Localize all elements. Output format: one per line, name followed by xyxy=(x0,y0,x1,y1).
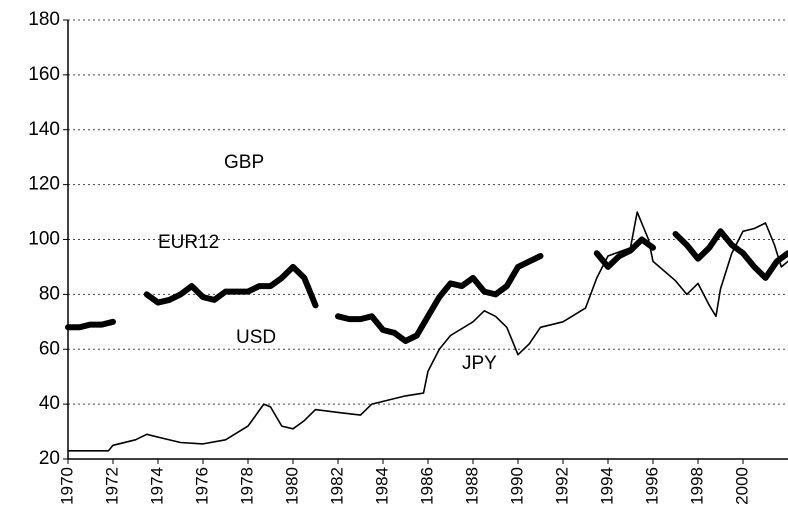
x-tick-label: 1988 xyxy=(462,467,481,505)
x-tick-label: 1984 xyxy=(372,467,391,505)
x-tick-label: 1980 xyxy=(282,467,301,505)
x-tick-label: 1990 xyxy=(507,467,526,505)
x-tick-label: 1970 xyxy=(57,467,76,505)
y-tick-label: 120 xyxy=(28,174,60,195)
x-tick-label: 1998 xyxy=(687,467,706,505)
x-tick-label: 1996 xyxy=(642,467,661,505)
x-tick-label: 1976 xyxy=(192,467,211,505)
x-tick-label: 1972 xyxy=(102,467,121,505)
y-tick-label: 40 xyxy=(39,393,60,414)
x-tick-label: 2000 xyxy=(732,467,751,505)
series-line xyxy=(65,228,788,344)
series-line xyxy=(67,211,788,452)
series-label: JPY xyxy=(462,353,497,374)
x-tick-label: 1992 xyxy=(552,467,571,505)
y-tick-label: 140 xyxy=(28,119,60,140)
y-tick-label: 180 xyxy=(28,9,60,30)
y-tick-label: 20 xyxy=(39,448,60,469)
annotation: GBP xyxy=(224,152,264,173)
x-tick-label: 1982 xyxy=(327,467,346,505)
y-tick-label: 100 xyxy=(28,229,60,250)
x-tick-label: 1978 xyxy=(237,467,256,505)
x-tick-label: 1994 xyxy=(597,467,616,505)
x-tick-label: 1986 xyxy=(417,467,436,505)
y-tick-label: 60 xyxy=(39,338,60,359)
annotation: USD xyxy=(236,327,276,348)
x-tick-label: 1974 xyxy=(147,467,166,505)
y-tick-label: 160 xyxy=(28,64,60,85)
series-label: EUR12 xyxy=(158,232,219,253)
y-tick-label: 80 xyxy=(39,283,60,304)
